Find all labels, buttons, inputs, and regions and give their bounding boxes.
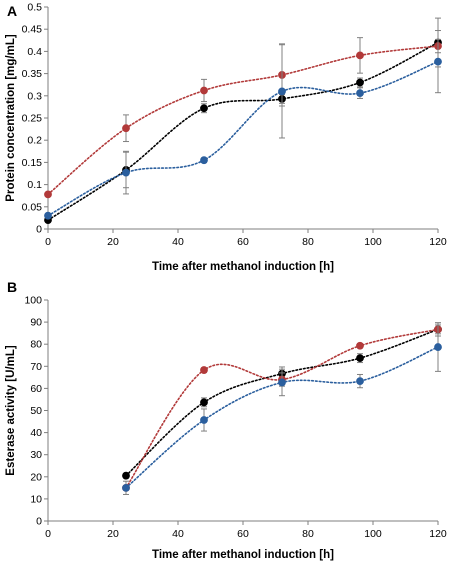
panel-letter: B bbox=[7, 279, 17, 295]
y-tick-label: 0.5 bbox=[27, 2, 42, 14]
data-point-black bbox=[356, 354, 364, 363]
data-point-red bbox=[356, 51, 364, 60]
data-point-blue bbox=[200, 156, 208, 165]
series-blue bbox=[44, 30, 442, 220]
x-tick-label: 0 bbox=[45, 236, 51, 248]
x-tick-label: 120 bbox=[429, 236, 447, 248]
y-tick-label: 0.2 bbox=[27, 135, 42, 147]
x-tick-label: 0 bbox=[45, 528, 51, 540]
series-blue bbox=[122, 322, 442, 495]
series-line-red bbox=[47, 45, 439, 196]
y-tick-label: 70 bbox=[30, 361, 42, 373]
y-tick-label: 100 bbox=[24, 295, 42, 307]
x-axis-label: Time after methanol induction [h] bbox=[152, 549, 334, 561]
data-point-blue bbox=[122, 483, 130, 492]
data-point-blue bbox=[356, 377, 364, 386]
y-tick-label: 0.15 bbox=[22, 157, 43, 169]
x-tick-label: 20 bbox=[107, 528, 119, 540]
y-axis-label: Protein concentration [mg/mL] bbox=[5, 34, 17, 202]
x-tick-label: 120 bbox=[429, 528, 447, 540]
series-line-red bbox=[125, 328, 439, 489]
x-axis-label: Time after methanol induction [h] bbox=[152, 261, 334, 273]
data-point-red bbox=[200, 86, 208, 95]
x-tick-label: 20 bbox=[107, 236, 119, 248]
y-tick-label: 40 bbox=[30, 427, 42, 439]
data-point-red bbox=[44, 190, 52, 199]
x-tick-label: 100 bbox=[364, 236, 382, 248]
x-tick-label: 40 bbox=[172, 528, 184, 540]
data-point-blue bbox=[278, 378, 286, 387]
series-red bbox=[44, 37, 442, 199]
series-line-blue bbox=[47, 60, 439, 217]
chart-panel-b: B 0 10 20 30 40 50 60 70 80 90 100 0 20 40 60 80 100 120 Ti… bbox=[5, 279, 447, 561]
y-tick-label: 0.05 bbox=[22, 201, 43, 213]
x-tick-label: 60 bbox=[237, 236, 249, 248]
data-point-blue bbox=[434, 57, 442, 66]
y-tick-label: 0.4 bbox=[27, 46, 42, 58]
y-tick-label: 90 bbox=[30, 317, 42, 329]
y-tick-label: 0.3 bbox=[27, 90, 42, 102]
y-tick-label: 0.1 bbox=[27, 179, 42, 191]
y-tick-label: 0.35 bbox=[22, 68, 43, 80]
data-point-blue bbox=[44, 211, 52, 220]
y-tick-label: 0 bbox=[36, 224, 42, 236]
data-point-black bbox=[200, 398, 208, 407]
series-line-black bbox=[47, 41, 439, 221]
series-black bbox=[44, 17, 442, 225]
x-tick-label: 80 bbox=[302, 236, 314, 248]
data-point-red bbox=[356, 341, 364, 350]
y-tick-label: 0.45 bbox=[22, 24, 43, 36]
data-point-black bbox=[122, 471, 130, 480]
y-tick-label: 30 bbox=[30, 449, 42, 461]
x-tick-label: 60 bbox=[237, 528, 249, 540]
y-tick-label: 50 bbox=[30, 405, 42, 417]
data-point-black bbox=[356, 78, 364, 87]
x-tick-label: 40 bbox=[172, 236, 184, 248]
x-tick-label: 80 bbox=[302, 528, 314, 540]
y-tick-label: 80 bbox=[30, 339, 42, 351]
y-tick-label: 0.25 bbox=[22, 113, 43, 125]
chart-panel-a: A 0 0.05 0.1 0.15 0.2 0.25 0.3 0.35 0.4 0.45 0.5 0 20… bbox=[5, 2, 447, 274]
data-point-red bbox=[122, 124, 130, 133]
series-line-black bbox=[125, 328, 439, 477]
data-point-red bbox=[200, 366, 208, 374]
series-red bbox=[122, 322, 442, 492]
data-point-blue bbox=[122, 168, 130, 177]
y-axis-label: Esterase activity [U/mL] bbox=[5, 345, 17, 476]
data-point-blue bbox=[278, 87, 286, 96]
data-point-blue bbox=[200, 416, 208, 424]
y-tick-label: 60 bbox=[30, 383, 42, 395]
x-tick-label: 100 bbox=[364, 528, 382, 540]
y-tick-label: 10 bbox=[30, 493, 42, 505]
y-tick-label: 20 bbox=[30, 471, 42, 483]
series-black bbox=[122, 324, 442, 480]
y-tick-label: 0 bbox=[36, 516, 42, 528]
data-point-blue bbox=[356, 89, 364, 98]
data-point-black bbox=[200, 104, 208, 113]
data-point-blue bbox=[434, 343, 442, 351]
panel-letter: A bbox=[7, 3, 17, 19]
